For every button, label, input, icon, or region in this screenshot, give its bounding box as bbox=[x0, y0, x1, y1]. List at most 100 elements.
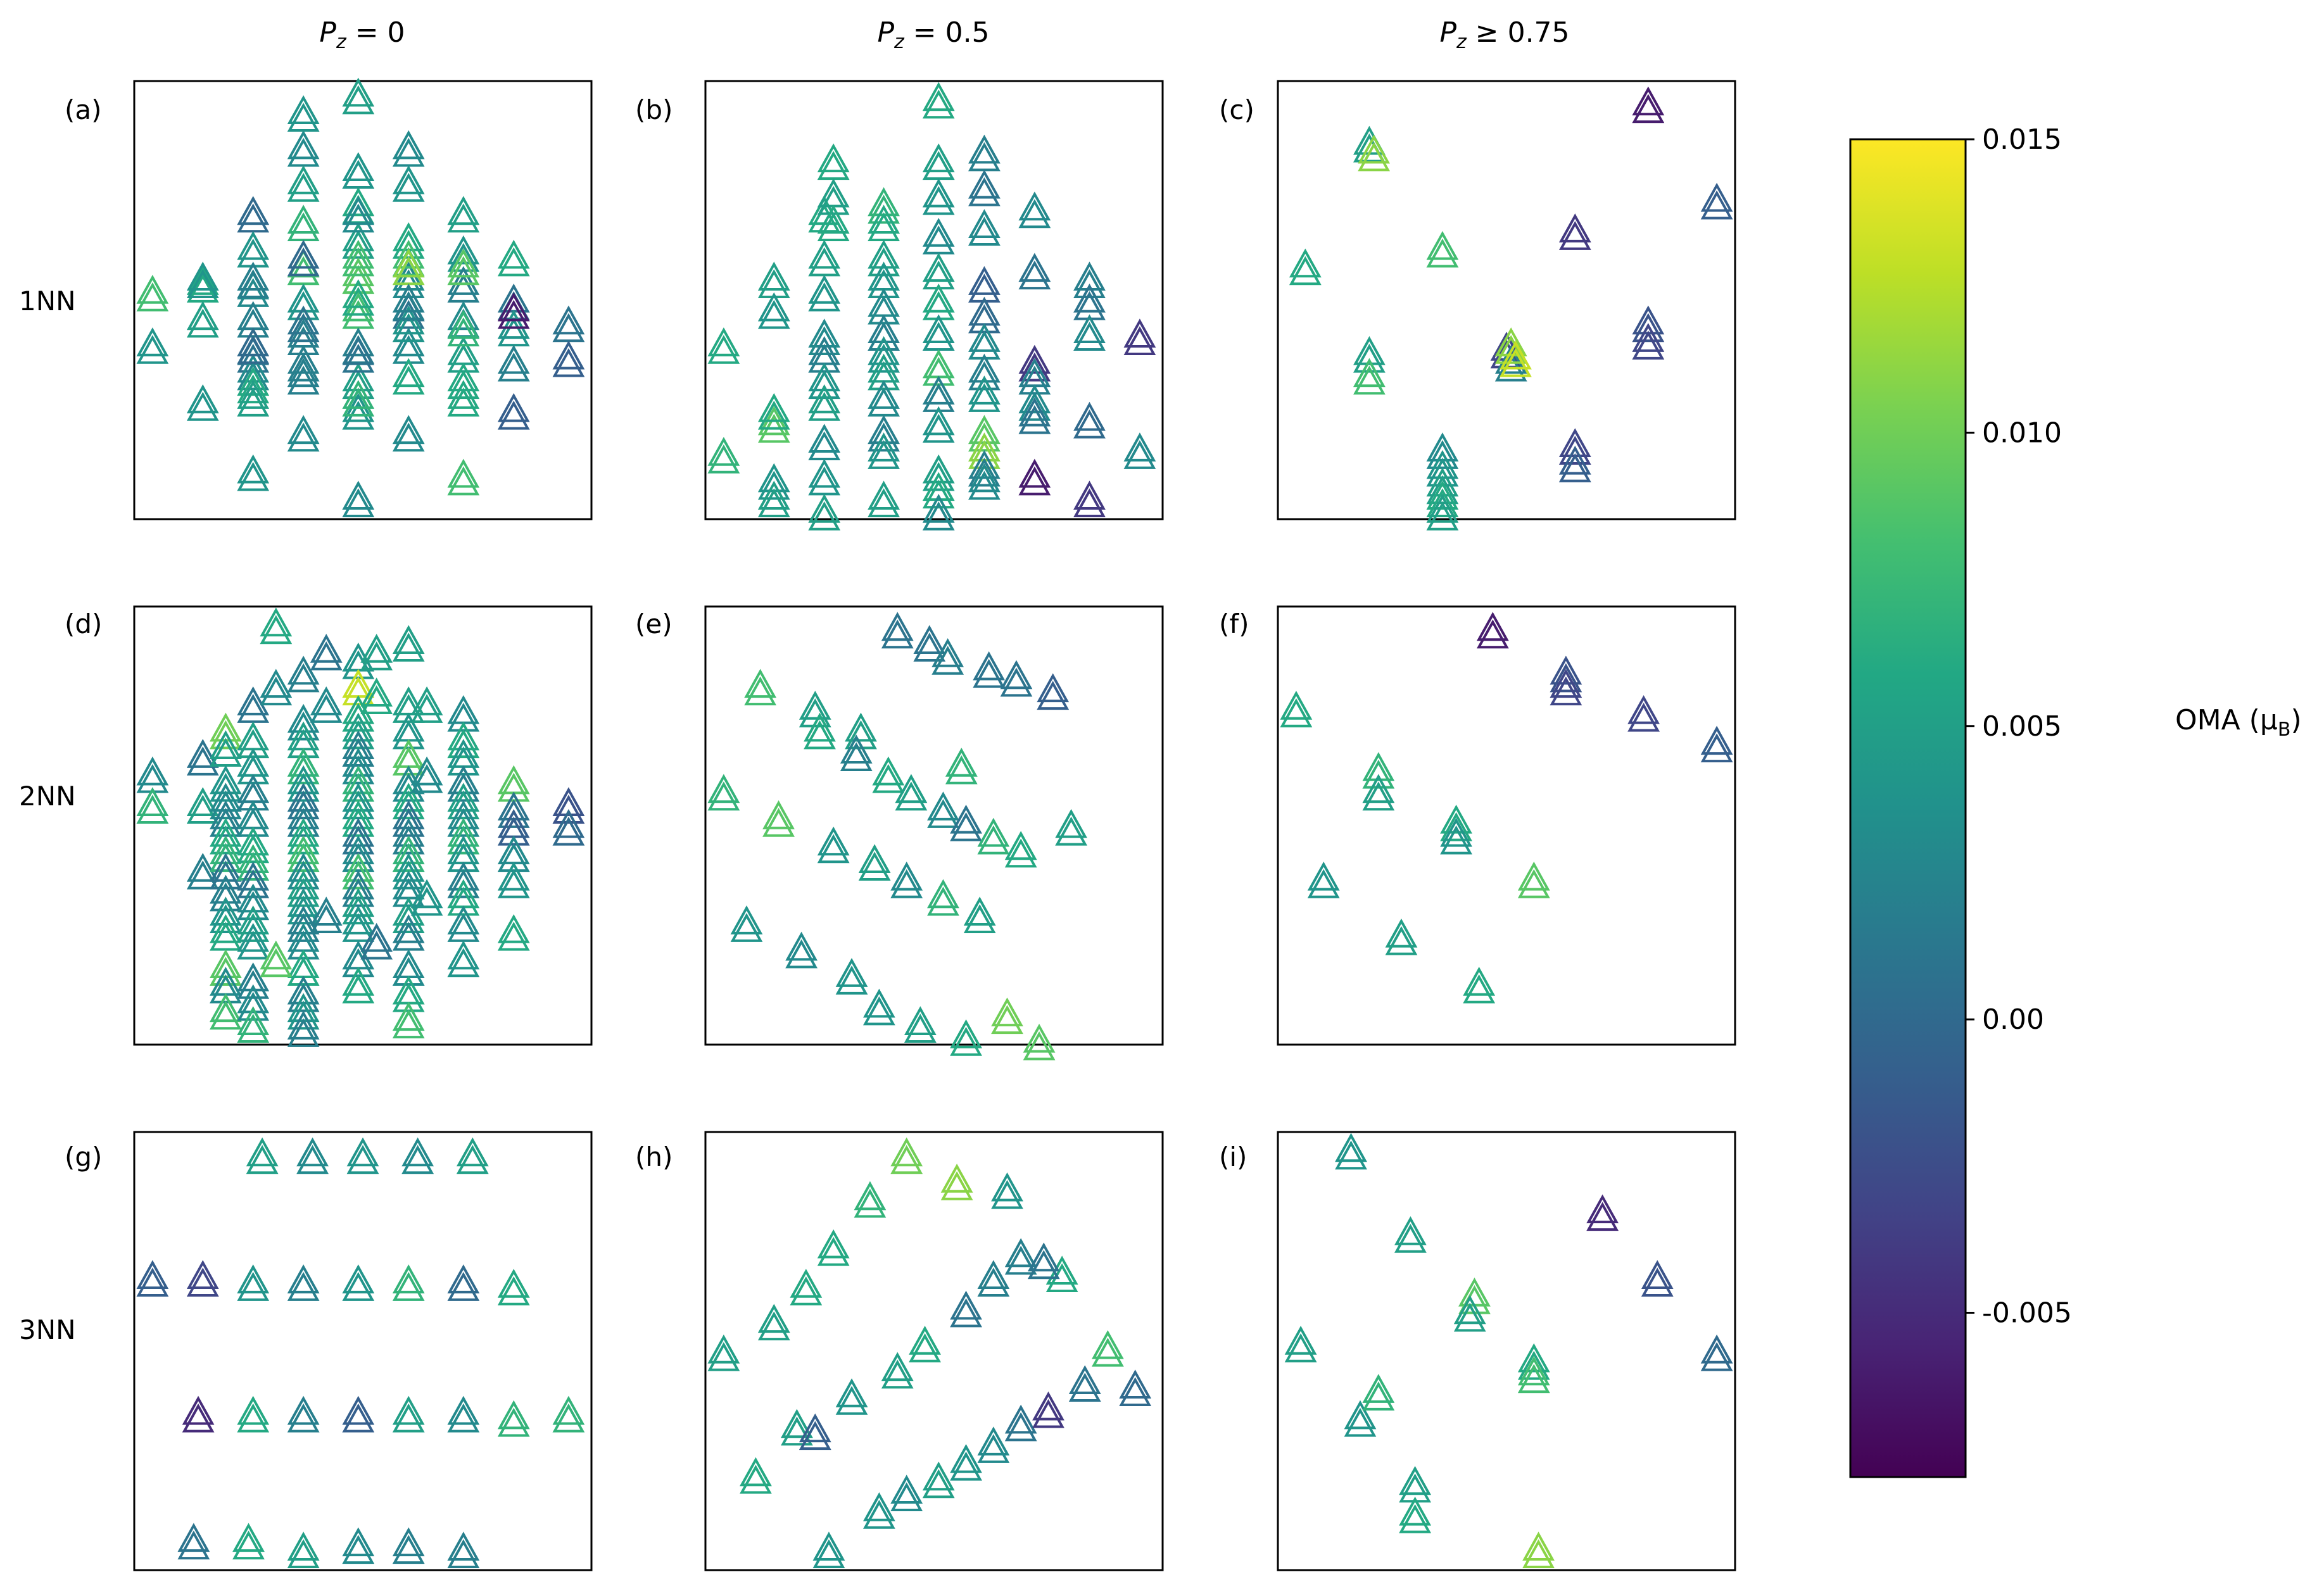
marker-b bbox=[922, 143, 955, 173]
marker-i bbox=[1394, 1216, 1427, 1245]
marker-g-stack bbox=[342, 1403, 375, 1433]
marker-a bbox=[447, 310, 480, 339]
marker-e bbox=[973, 651, 1006, 681]
marker-d-stack bbox=[186, 795, 219, 824]
marker-h-stack bbox=[817, 1236, 850, 1266]
marker-c-stack bbox=[1353, 343, 1386, 373]
marker-g bbox=[182, 1395, 215, 1425]
marker-d bbox=[260, 940, 293, 970]
marker-d bbox=[186, 739, 219, 768]
marker-h bbox=[1091, 1330, 1124, 1359]
marker-e bbox=[904, 1006, 937, 1035]
marker-g bbox=[177, 1523, 210, 1552]
marker-a bbox=[237, 336, 270, 365]
marker-d bbox=[392, 783, 425, 812]
marker-b-stack bbox=[1073, 269, 1106, 298]
marker-b-stack bbox=[707, 335, 740, 364]
marker-b-stack bbox=[922, 89, 955, 119]
marker-d bbox=[237, 1006, 270, 1035]
marker-e-stack bbox=[840, 742, 873, 771]
marker-c-stack bbox=[1632, 330, 1665, 360]
marker-a bbox=[447, 266, 480, 295]
marker-d bbox=[237, 748, 270, 777]
marker-d bbox=[342, 967, 375, 996]
marker-i-stack bbox=[1641, 1267, 1674, 1297]
marker-c-stack bbox=[1500, 348, 1532, 377]
marker-b bbox=[817, 143, 850, 173]
marker-b bbox=[868, 432, 900, 462]
marker-i bbox=[1517, 1356, 1550, 1386]
marker-g bbox=[346, 1137, 379, 1167]
marker-c-stack bbox=[1632, 94, 1665, 123]
marker-h-stack bbox=[1068, 1373, 1101, 1402]
marker-h-stack bbox=[922, 1469, 955, 1499]
marker-a bbox=[447, 336, 480, 365]
marker-b bbox=[968, 353, 1001, 383]
marker-b-stack bbox=[868, 322, 900, 351]
marker-a bbox=[237, 196, 270, 225]
marker-d bbox=[447, 861, 480, 891]
marker-d bbox=[360, 922, 393, 952]
marker-b-stack bbox=[1018, 352, 1051, 382]
marker-d bbox=[392, 853, 425, 882]
marker-a-stack bbox=[392, 291, 425, 320]
marker-a-stack bbox=[237, 387, 270, 417]
marker-d bbox=[210, 967, 242, 996]
marker-d bbox=[287, 949, 320, 979]
marker-c bbox=[1289, 248, 1322, 278]
marker-e bbox=[804, 712, 836, 742]
marker-a bbox=[237, 380, 270, 409]
panel-frame bbox=[1277, 605, 1736, 1046]
marker-e bbox=[881, 612, 914, 641]
marker-d-stack bbox=[360, 641, 393, 670]
marker-e bbox=[1004, 831, 1037, 860]
marker-d-stack bbox=[287, 711, 320, 741]
marker-d bbox=[310, 634, 343, 663]
marker-c-stack bbox=[1426, 238, 1459, 268]
marker-c-stack bbox=[1700, 190, 1733, 220]
marker-d bbox=[497, 861, 530, 891]
marker-b bbox=[922, 82, 955, 111]
marker-c bbox=[1358, 134, 1391, 164]
marker-d bbox=[447, 835, 480, 865]
marker-a bbox=[342, 196, 375, 225]
marker-d bbox=[260, 669, 293, 698]
marker-g bbox=[447, 1395, 480, 1425]
marker-d bbox=[447, 739, 480, 768]
marker-d-stack bbox=[552, 816, 585, 846]
marker-d bbox=[287, 853, 320, 882]
marker-d bbox=[210, 835, 242, 865]
marker-b bbox=[808, 318, 841, 348]
marker-i-stack bbox=[1453, 1302, 1486, 1332]
marker-f bbox=[1550, 655, 1582, 685]
marker-a-stack bbox=[342, 343, 375, 373]
marker-g bbox=[342, 1395, 375, 1425]
marker-g bbox=[186, 1260, 219, 1289]
colorbar-tick-label: 0.00 bbox=[1982, 1003, 2044, 1036]
marker-d bbox=[210, 730, 242, 760]
marker-c-stack bbox=[1558, 221, 1591, 250]
marker-i bbox=[1517, 1343, 1550, 1373]
marker-c-stack bbox=[1494, 335, 1527, 364]
marker-d-stack bbox=[497, 921, 530, 951]
panel-i bbox=[1277, 1131, 1736, 1571]
marker-d-stack bbox=[260, 948, 293, 978]
marker-a bbox=[342, 362, 375, 392]
marker-d bbox=[237, 883, 270, 913]
marker-e-stack bbox=[817, 834, 850, 864]
marker-a bbox=[447, 301, 480, 330]
marker-e bbox=[913, 625, 946, 654]
marker-d bbox=[392, 625, 425, 654]
marker-b bbox=[808, 275, 841, 304]
marker-h-stack bbox=[881, 1359, 914, 1389]
panel-g bbox=[133, 1131, 593, 1571]
marker-d bbox=[342, 870, 375, 900]
panel-d bbox=[133, 605, 593, 1047]
marker-b bbox=[808, 494, 841, 523]
marker-a bbox=[186, 261, 219, 291]
panel-frame bbox=[133, 1131, 593, 1571]
marker-d bbox=[237, 962, 270, 991]
marker-b bbox=[1018, 191, 1051, 221]
marker-d bbox=[342, 712, 375, 742]
marker-c bbox=[1426, 481, 1459, 510]
